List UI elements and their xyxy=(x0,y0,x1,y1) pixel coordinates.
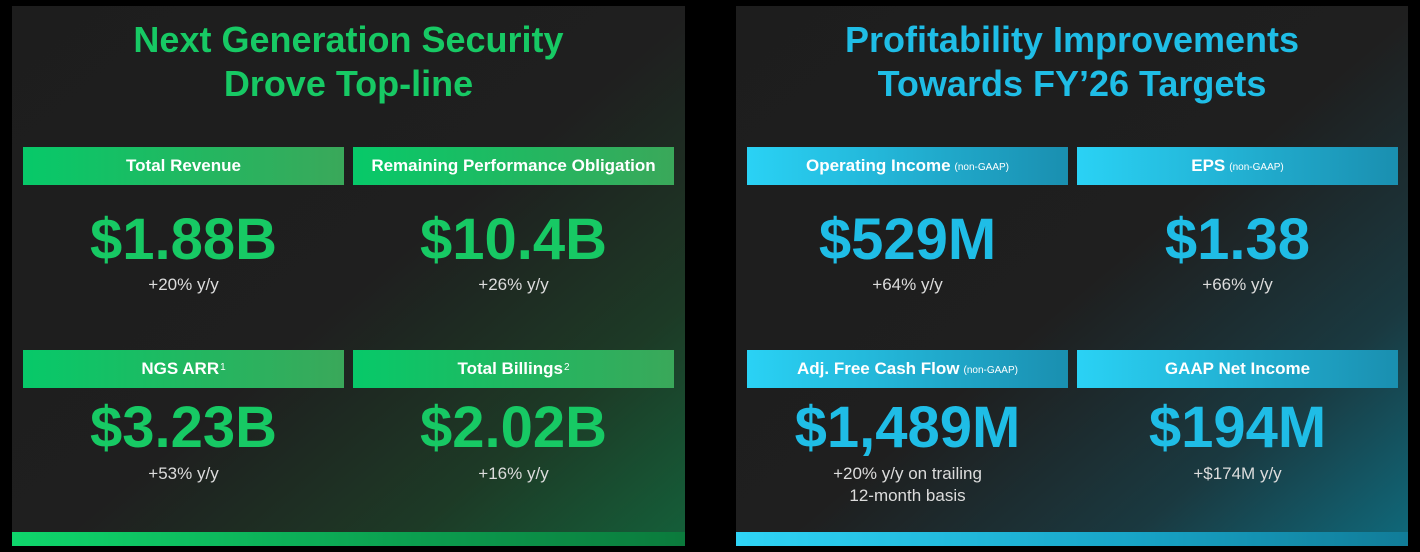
left-panel: Next Generation Security Drove Top-line … xyxy=(12,6,685,546)
gaap-net-income-header: GAAP Net Income xyxy=(1077,350,1398,388)
operating-income-header: Operating Income (non-GAAP) xyxy=(747,147,1068,185)
adj-free-cash-flow-change: +20% y/y on trailing 12-month basis xyxy=(833,464,982,505)
total-revenue-header: Total Revenue xyxy=(23,147,344,185)
non-gaap-note: (non-GAAP) xyxy=(954,161,1009,173)
left-panel-title: Next Generation Security Drove Top-line xyxy=(133,19,564,104)
rpo-header: Remaining Performance Obligation xyxy=(353,147,674,185)
gaap-net-income-value: $194M xyxy=(1148,395,1327,460)
non-gaap-note: (non-GAAP) xyxy=(963,364,1018,376)
gaap-net-income-change: +$174M y/y xyxy=(1193,464,1282,483)
eps-value: $1.38 xyxy=(1164,207,1311,272)
right-panel-title: Profitability Improvements Towards FY’26… xyxy=(844,19,1300,104)
non-gaap-note: (non-GAAP) xyxy=(1229,161,1284,173)
rpo-value: $10.4B xyxy=(419,207,608,272)
operating-income-change: +64% y/y xyxy=(872,275,943,294)
right-panel: Profitability Improvements Towards FY’26… xyxy=(736,6,1408,546)
total-revenue-value: $1.88B xyxy=(89,207,278,272)
right-bottom-bar xyxy=(736,532,1408,546)
rpo-change: +26% y/y xyxy=(478,275,549,294)
ngs-arr-value: $3.23B xyxy=(89,395,278,460)
total-revenue-change: +20% y/y xyxy=(148,275,219,294)
adj-free-cash-flow-header: Adj. Free Cash Flow (non-GAAP) xyxy=(747,350,1068,388)
eps-header: EPS (non-GAAP) xyxy=(1077,147,1398,185)
operating-income-value: $529M xyxy=(818,207,997,272)
total-billings-header: Total Billings 2 xyxy=(353,350,674,388)
adj-free-cash-flow-value: $1,489M xyxy=(794,395,1021,460)
ngs-arr-change: +53% y/y xyxy=(148,464,219,483)
total-billings-change: +16% y/y xyxy=(478,464,549,483)
left-bottom-bar xyxy=(12,532,685,546)
eps-change: +66% y/y xyxy=(1202,275,1273,294)
total-billings-value: $2.02B xyxy=(419,395,608,460)
footnote-marker: 1 xyxy=(220,361,226,373)
ngs-arr-header: NGS ARR 1 xyxy=(23,350,344,388)
footnote-marker: 2 xyxy=(563,361,570,373)
